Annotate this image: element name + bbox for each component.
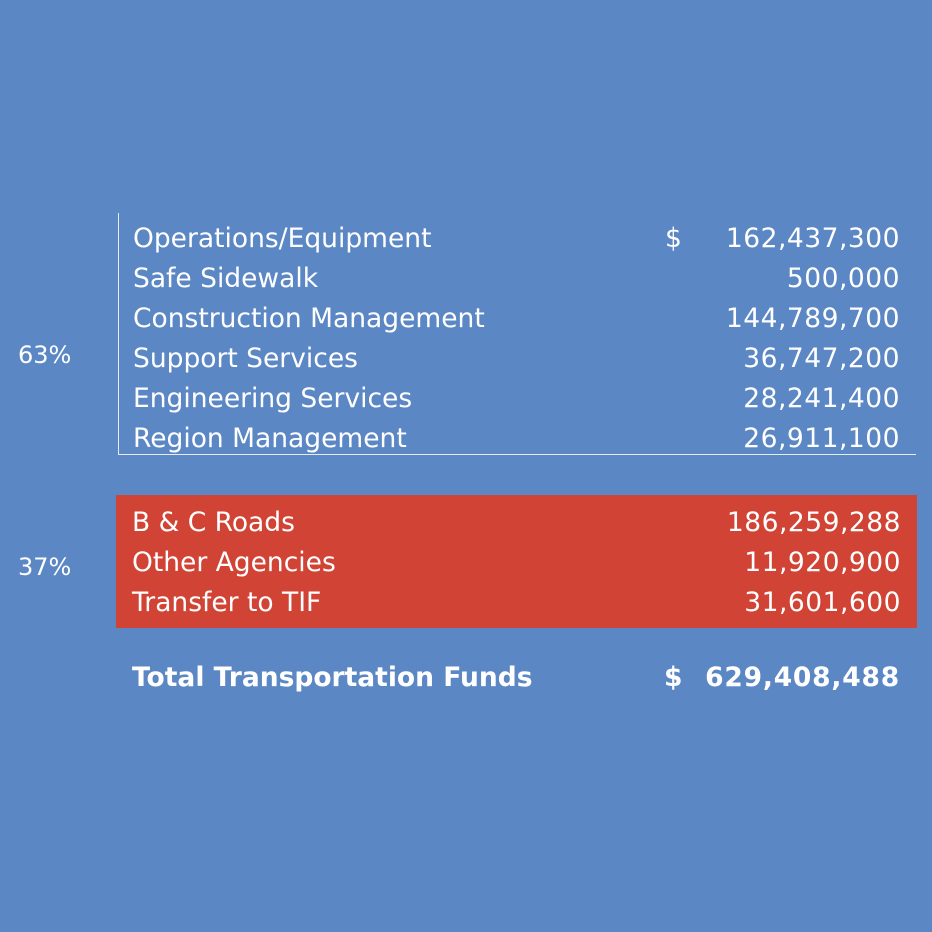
department-allocation-group: Operations/Equipment $ 162,437,300 Safe … xyxy=(118,213,916,455)
table-row: Support Services 36,747,200 xyxy=(133,339,900,379)
table-row: Engineering Services 28,241,400 xyxy=(133,379,900,419)
table-row: Other Agencies 11,920,900 xyxy=(132,543,901,583)
table-row: Region Management 26,911,100 xyxy=(133,419,900,459)
row-label: Safe Sidewalk xyxy=(133,263,319,294)
row-value: 144,789,700 xyxy=(725,303,900,334)
row-label: Support Services xyxy=(133,343,358,374)
table-row: Safe Sidewalk 500,000 xyxy=(133,259,900,299)
row-value: 500,000 xyxy=(786,263,900,294)
row-label: Operations/Equipment xyxy=(133,223,432,254)
row-value: 11,920,900 xyxy=(744,547,901,578)
table-row: Construction Management 144,789,700 xyxy=(133,299,900,339)
row-value: 36,747,200 xyxy=(743,343,900,374)
row-label: Construction Management xyxy=(133,303,485,334)
currency-symbol: $ xyxy=(664,662,683,693)
table-row: Operations/Equipment $ 162,437,300 xyxy=(133,219,900,259)
group-a-percent: 63% xyxy=(18,341,72,369)
row-value: 162,437,300 xyxy=(725,223,900,254)
row-label: Region Management xyxy=(133,423,407,454)
row-label: B & C Roads xyxy=(132,507,295,538)
group-b-percent: 37% xyxy=(18,553,72,581)
table-row: B & C Roads 186,259,288 xyxy=(132,503,901,543)
row-label: Transfer to TIF xyxy=(132,587,322,618)
total-row: Total Transportation Funds $ 629,408,488 xyxy=(132,658,900,698)
table-row: Transfer to TIF 31,601,600 xyxy=(132,583,901,623)
transfers-highlight-group: B & C Roads 186,259,288 Other Agencies 1… xyxy=(116,495,917,628)
total-label: Total Transportation Funds xyxy=(132,662,533,693)
currency-symbol: $ xyxy=(665,223,682,254)
total-value: 629,408,488 xyxy=(705,662,900,693)
row-label: Engineering Services xyxy=(133,383,413,414)
row-value: 31,601,600 xyxy=(744,587,901,618)
row-value: 186,259,288 xyxy=(726,507,901,538)
row-value: 28,241,400 xyxy=(743,383,900,414)
row-value: 26,911,100 xyxy=(743,423,900,454)
row-label: Other Agencies xyxy=(132,547,336,578)
